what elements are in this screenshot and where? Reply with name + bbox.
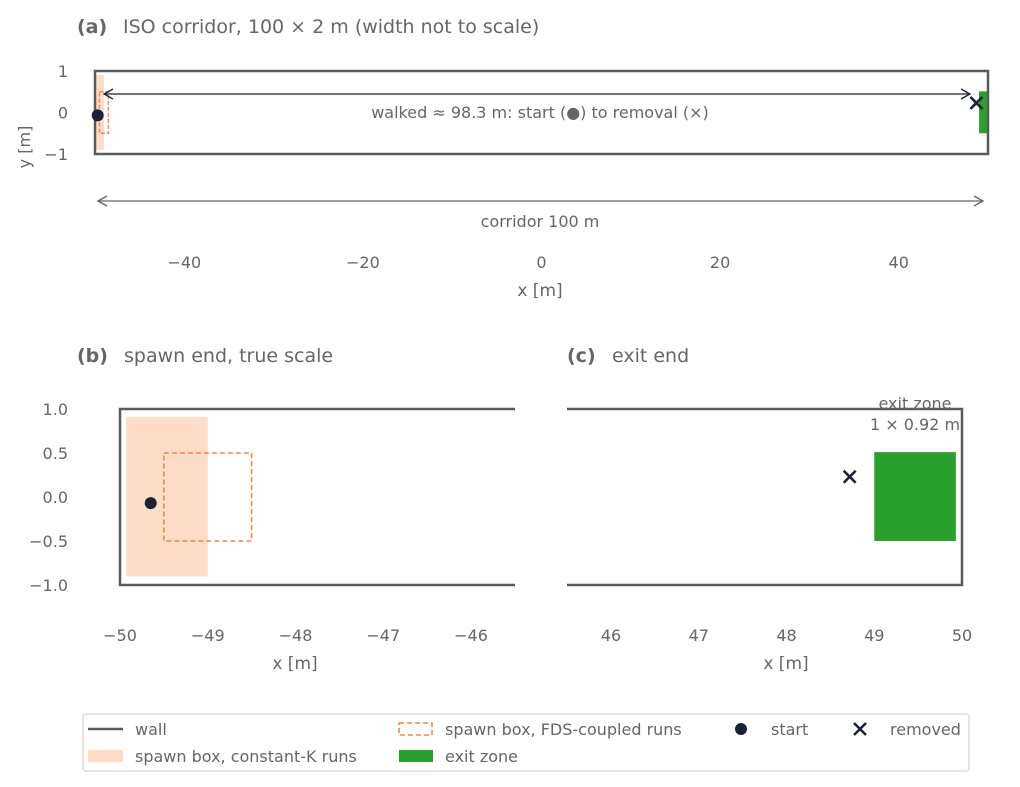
- panel-a-label: (a): [77, 16, 107, 38]
- legend-spawn-constant-k-label: spawn box, constant-K runs: [135, 747, 357, 766]
- x-tick-label: −46: [454, 626, 488, 645]
- panel-b-x-ticks: −50 −49 −48 −47 −46: [103, 626, 488, 645]
- panel-c-wall: [567, 407, 964, 587]
- panel-c-exit-zone: [874, 452, 956, 541]
- panel-a-title: ISO corridor, 100 × 2 m (width not to sc…: [123, 16, 539, 38]
- panel-b-wall: [118, 407, 515, 587]
- panel-a-exit-zone: [979, 91, 988, 134]
- legend-spawn-constant-k-swatch: [88, 750, 123, 762]
- x-tick-label: 49: [864, 626, 884, 645]
- legend-removed-swatch: [853, 722, 867, 736]
- panel-c-title: exit end: [612, 345, 689, 367]
- x-tick-label: −47: [366, 626, 400, 645]
- legend-spawn-fds-swatch: [398, 722, 433, 736]
- panel-c-x-ticks: 46 47 48 49 50: [601, 626, 972, 645]
- panel-c-exit-label-line1: exit zone: [878, 394, 951, 413]
- y-tick-label: 1.0: [43, 400, 68, 419]
- legend-start-swatch: [735, 723, 747, 735]
- panel-a-removed-marker: [969, 96, 984, 110]
- y-tick-label: −0.5: [29, 532, 68, 551]
- legend-spawn-fds-label: spawn box, FDS-coupled runs: [445, 720, 682, 739]
- legend-wall-label: wall: [135, 720, 167, 739]
- x-tick-label: −50: [103, 626, 137, 645]
- y-tick-label: 0.5: [43, 444, 68, 463]
- legend-removed-label: removed: [890, 720, 961, 739]
- panel-a-x-ticks: −40 −20 0 20 40: [167, 253, 908, 272]
- panel-a-walked-arrow: [102, 88, 972, 100]
- panel-a-start-marker: [91, 109, 104, 122]
- x-tick-label: 20: [710, 253, 730, 272]
- x-tick-label: 46: [601, 626, 621, 645]
- panel-b-title: spawn end, true scale: [124, 345, 333, 367]
- panel-a-corridor-arrow: [96, 195, 985, 207]
- legend-exit-zone-label: exit zone: [445, 747, 518, 766]
- panel-a-ylabel: y [m]: [15, 126, 34, 169]
- x-tick-label: 40: [889, 253, 909, 272]
- legend: wall spawn box, constant-K runs spawn bo…: [82, 713, 970, 772]
- x-tick-label: 50: [952, 626, 972, 645]
- panel-b-xlabel: x [m]: [272, 654, 317, 674]
- panel-b-label: (b): [77, 345, 108, 367]
- panel-a-corridor-annotation: corridor 100 m: [481, 212, 600, 231]
- y-tick-label: 1: [58, 62, 68, 81]
- panel-b-spawn-box-constant-k: [126, 416, 208, 577]
- x-tick-label: −49: [191, 626, 225, 645]
- y-tick-label: −1: [44, 145, 68, 164]
- x-tick-label: −48: [279, 626, 313, 645]
- panel-c-label: (c): [567, 345, 596, 367]
- x-tick-label: 47: [689, 626, 709, 645]
- panel-a-y-ticks: 1 0 −1: [44, 62, 68, 164]
- panel-c-removed-marker: [842, 469, 857, 484]
- panel-c-exit-label-line2: 1 × 0.92 m: [870, 415, 960, 434]
- x-tick-label: −20: [346, 253, 380, 272]
- panel-a-xlabel: x [m]: [517, 281, 562, 301]
- panel-a-walked-annotation: walked ≈ 98.3 m: start (●) to removal (×…: [371, 103, 709, 122]
- panel-b-spawn-box-fds: [163, 452, 253, 542]
- legend-exit-zone-swatch: [399, 750, 433, 762]
- y-tick-label: 0.0: [43, 488, 68, 507]
- panel-b-y-ticks: 1.0 0.5 0.0 −0.5 −1.0: [29, 400, 68, 595]
- panel-b-start-marker: [144, 497, 157, 510]
- x-tick-label: −40: [167, 253, 201, 272]
- panel-c-xlabel: x [m]: [763, 654, 808, 674]
- y-tick-label: −1.0: [29, 576, 68, 595]
- y-tick-label: 0: [58, 104, 68, 123]
- legend-start-label: start: [771, 720, 808, 739]
- panel-c-exit-end: (c) exit end exit zone 1 × 0.92 m 46 47 48…: [567, 345, 972, 674]
- panel-b-spawn-end: (b) spawn end, true scale 1.0 0.5 0.0 −0.5 −…: [29, 345, 515, 674]
- legend-frame: [82, 713, 970, 772]
- x-tick-label: 48: [776, 626, 796, 645]
- panel-a-corridor-overview: (a) ISO corridor, 100 × 2 m (width not t…: [15, 16, 990, 301]
- x-tick-label: 0: [536, 253, 546, 272]
